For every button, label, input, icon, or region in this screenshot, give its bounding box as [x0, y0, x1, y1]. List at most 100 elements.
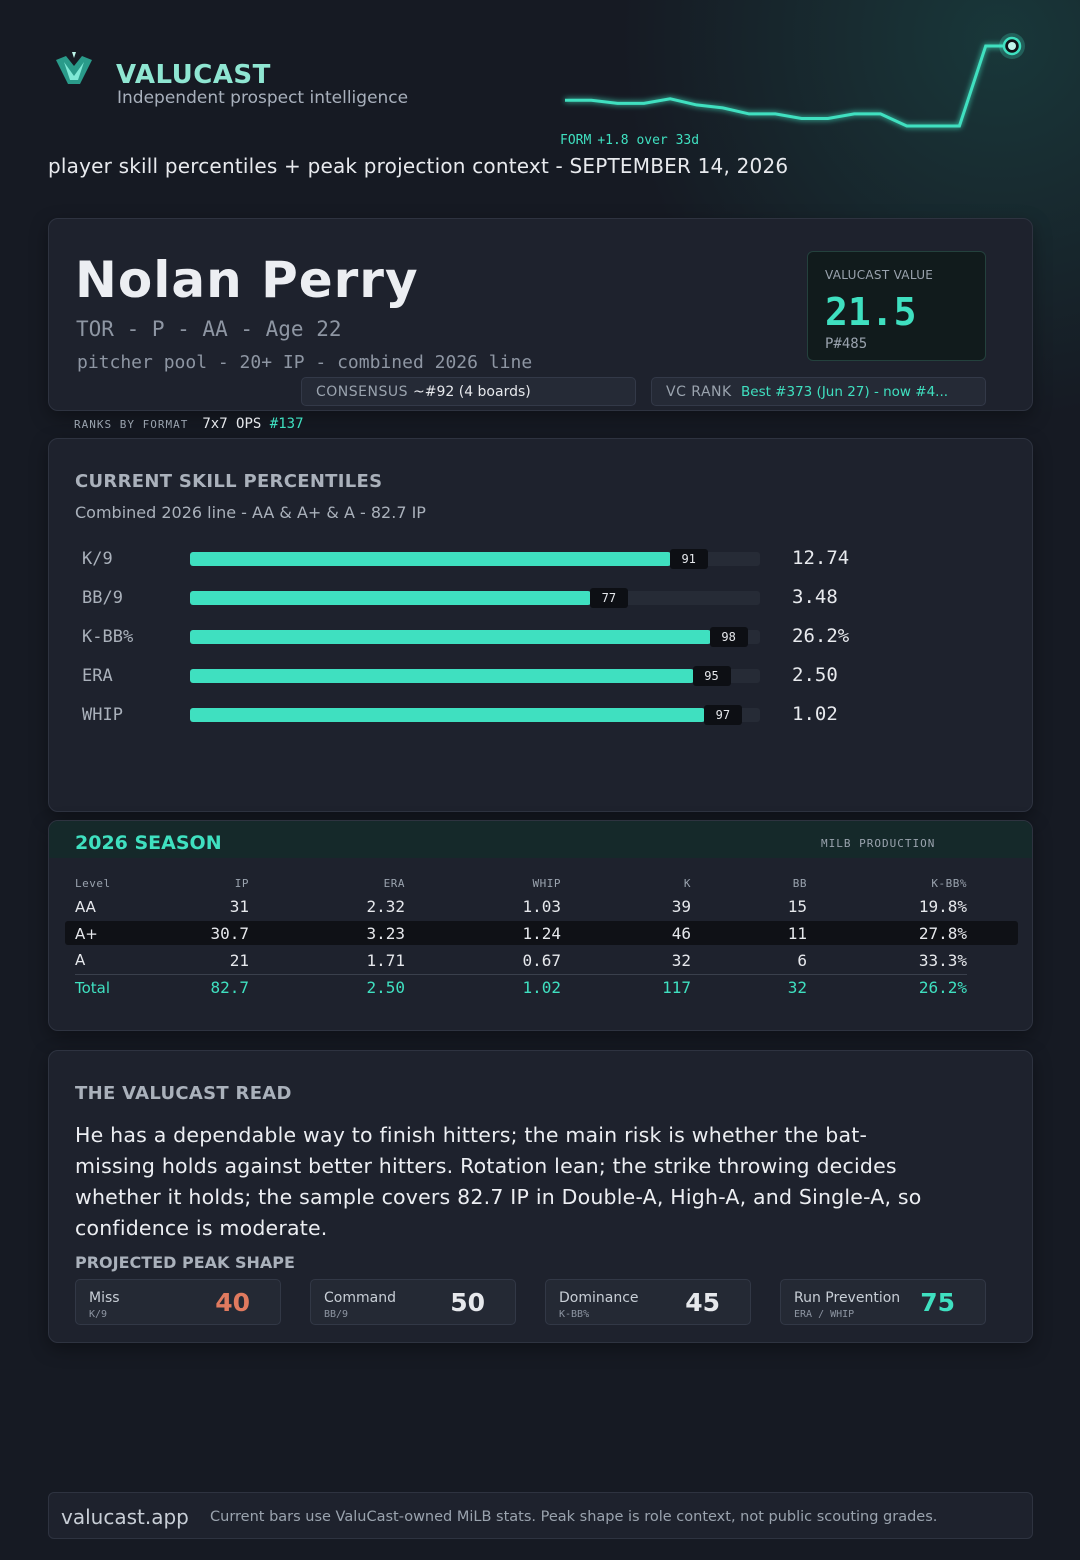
percentile-bar	[190, 630, 711, 644]
form-label-text: FORM	[560, 133, 592, 148]
vc-rank-label: VC RANK	[666, 384, 732, 400]
vc-rank-pill: VC RANK Best #373 (Jun 27) - now #4...	[651, 377, 986, 406]
peak-shape-score: 45	[685, 1288, 720, 1317]
percentile-badge: 77	[589, 588, 628, 608]
season-table: Level IP ERA WHIP K BB K-BB% AA 31 2.32 1.03 39 15 1…	[75, 873, 967, 1001]
season-cell: 0.67	[522, 950, 561, 970]
season-total-cell: 82.7	[153, 973, 249, 1001]
site-link[interactable]: valucast.app	[61, 1505, 189, 1529]
percentile-track: 95	[190, 666, 760, 686]
season-total-cell: 26.2%	[807, 973, 967, 1001]
season-header: 2026 SEASON MILB PRODUCTION	[49, 821, 1032, 858]
season-cell: 21	[229, 950, 249, 970]
brand-name: VALUCAST	[116, 60, 271, 90]
season-card: 2026 SEASON MILB PRODUCTION Level IP ERA WH…	[48, 820, 1033, 1031]
brand-tagline: Independent prospect intelligence	[117, 88, 409, 108]
format-rank: #137	[269, 416, 304, 432]
season-cell: 30.7	[210, 924, 249, 943]
form-value: +1.8 over 33d	[597, 133, 700, 148]
ranks-by-format-label: RANKS BY FORMAT	[74, 418, 189, 431]
consensus-label: CONSENSUS	[316, 384, 408, 400]
page-subtitle: player skill percentiles + peak projecti…	[48, 154, 789, 178]
percentile-badge: 91	[669, 549, 708, 569]
season-cell: 39	[671, 897, 691, 916]
percentile-bar	[190, 669, 694, 683]
peak-shape-score: 50	[450, 1288, 485, 1317]
player-card: Nolan Perry TOR - P - AA - Age 22 pitche…	[48, 218, 1033, 411]
percentiles-title: CURRENT SKILL PERCENTILES	[75, 471, 383, 492]
percentile-stat-value: 26.2%	[792, 625, 850, 647]
season-column-header: K-BB%	[931, 876, 967, 890]
consensus-value: ~#92 (4 boards)	[413, 384, 531, 400]
season-cell: 46	[671, 924, 691, 943]
peak-shape-name: Run Prevention	[794, 1290, 901, 1306]
percentile-label: WHIP	[82, 705, 123, 725]
peak-shape-name: Dominance	[559, 1290, 639, 1306]
valucast-value-box: VALUCAST VALUE 21.5 P#485	[807, 251, 986, 361]
percentile-label: K/9	[82, 549, 113, 569]
season-cell: 3.23	[366, 924, 405, 943]
peak-shape-metric: K-BB%	[559, 1309, 590, 1320]
season-row: AA 31 2.32 1.03 39 15 19.8%	[75, 893, 967, 920]
season-column-header: IP	[234, 876, 249, 890]
season-total-cell: 1.02	[405, 973, 561, 1001]
peak-shape-name: Miss	[89, 1290, 120, 1306]
percentile-stat-value: 12.74	[792, 547, 850, 569]
peak-shape-title: PROJECTED PEAK SHAPE	[75, 1253, 295, 1272]
valucast-read-card: THE VALUCAST READ He has a dependable wa…	[48, 1050, 1033, 1343]
season-cell: 19.8%	[918, 897, 967, 916]
percentiles-subtitle: Combined 2026 line - AA & A+ & A - 82.7 …	[75, 503, 426, 522]
peak-shape-box: Run Prevention ERA / WHIP 75	[780, 1279, 986, 1325]
season-cell: 31	[229, 897, 249, 916]
peak-shape-metric: ERA / WHIP	[794, 1309, 855, 1320]
ranks-by-format: RANKS BY FORMAT 7x7 OPS #137	[74, 416, 304, 432]
season-column-header: Level	[75, 876, 111, 890]
position-rank: P#485	[825, 336, 868, 352]
season-cell: 27.8%	[918, 924, 967, 943]
season-total-cell: Total	[75, 973, 153, 1001]
format-name: 7x7 OPS	[202, 416, 262, 432]
form-label: FORM +1.8 over 33d	[560, 133, 699, 148]
season-cell: 11	[787, 924, 807, 943]
valucast-logo	[52, 50, 96, 90]
season-tag: MILB PRODUCTION	[821, 837, 936, 850]
value-number: 21.5	[825, 290, 917, 334]
percentile-stat-value: 2.50	[792, 664, 838, 686]
season-column-header: WHIP	[532, 876, 561, 890]
season-cell: 6	[797, 950, 807, 970]
form-endpoint-core	[1008, 42, 1016, 50]
season-cell: 2.32	[366, 897, 405, 916]
peak-shape-metric: K/9	[89, 1309, 108, 1320]
percentile-label: ERA	[82, 666, 113, 686]
percentile-bar	[190, 552, 671, 566]
percentile-track: 97	[190, 705, 760, 725]
season-cell: 1.03	[522, 897, 561, 916]
season-cell: A+	[75, 924, 98, 943]
player-name: Nolan Perry	[75, 251, 419, 309]
percentile-badge: 98	[709, 627, 748, 647]
season-cell: 15	[787, 897, 807, 916]
peak-shape-metric: BB/9	[324, 1309, 349, 1320]
player-pool: pitcher pool - 20+ IP - combined 2026 li…	[77, 352, 533, 373]
peak-shape-box: Miss K/9 40	[75, 1279, 281, 1325]
percentile-row: WHIP 97 1.02	[49, 703, 1034, 727]
percentile-label: BB/9	[82, 588, 123, 608]
peak-shape-box: Command BB/9 50	[310, 1279, 516, 1325]
peak-shape-score: 40	[215, 1288, 250, 1317]
percentile-row: ERA 95 2.50	[49, 664, 1034, 688]
season-cell: 33.3%	[918, 950, 967, 970]
footer: valucast.app Current bars use ValuCast-o…	[48, 1492, 1033, 1539]
percentile-badge: 95	[692, 666, 731, 686]
percentile-row: K/9 91 12.74	[49, 547, 1034, 571]
vc-rank-value: Best #373 (Jun 27) - now #4...	[741, 384, 949, 400]
season-title: 2026 SEASON	[75, 832, 222, 854]
player-meta: TOR - P - AA - Age 22	[76, 317, 342, 341]
season-total-cell: 32	[691, 973, 807, 1001]
season-total-cell: 2.50	[249, 973, 405, 1001]
season-row: A+ 30.7 3.23 1.24 46 11 27.8%	[75, 920, 967, 947]
skill-percentiles-card: CURRENT SKILL PERCENTILES Combined 2026 …	[48, 438, 1033, 812]
percentile-bar	[190, 591, 591, 605]
read-text: He has a dependable way to finish hitter…	[75, 1123, 922, 1240]
footer-note: Current bars use ValuCast-owned MiLB sta…	[210, 1509, 938, 1525]
season-column-header: BB	[792, 876, 807, 890]
